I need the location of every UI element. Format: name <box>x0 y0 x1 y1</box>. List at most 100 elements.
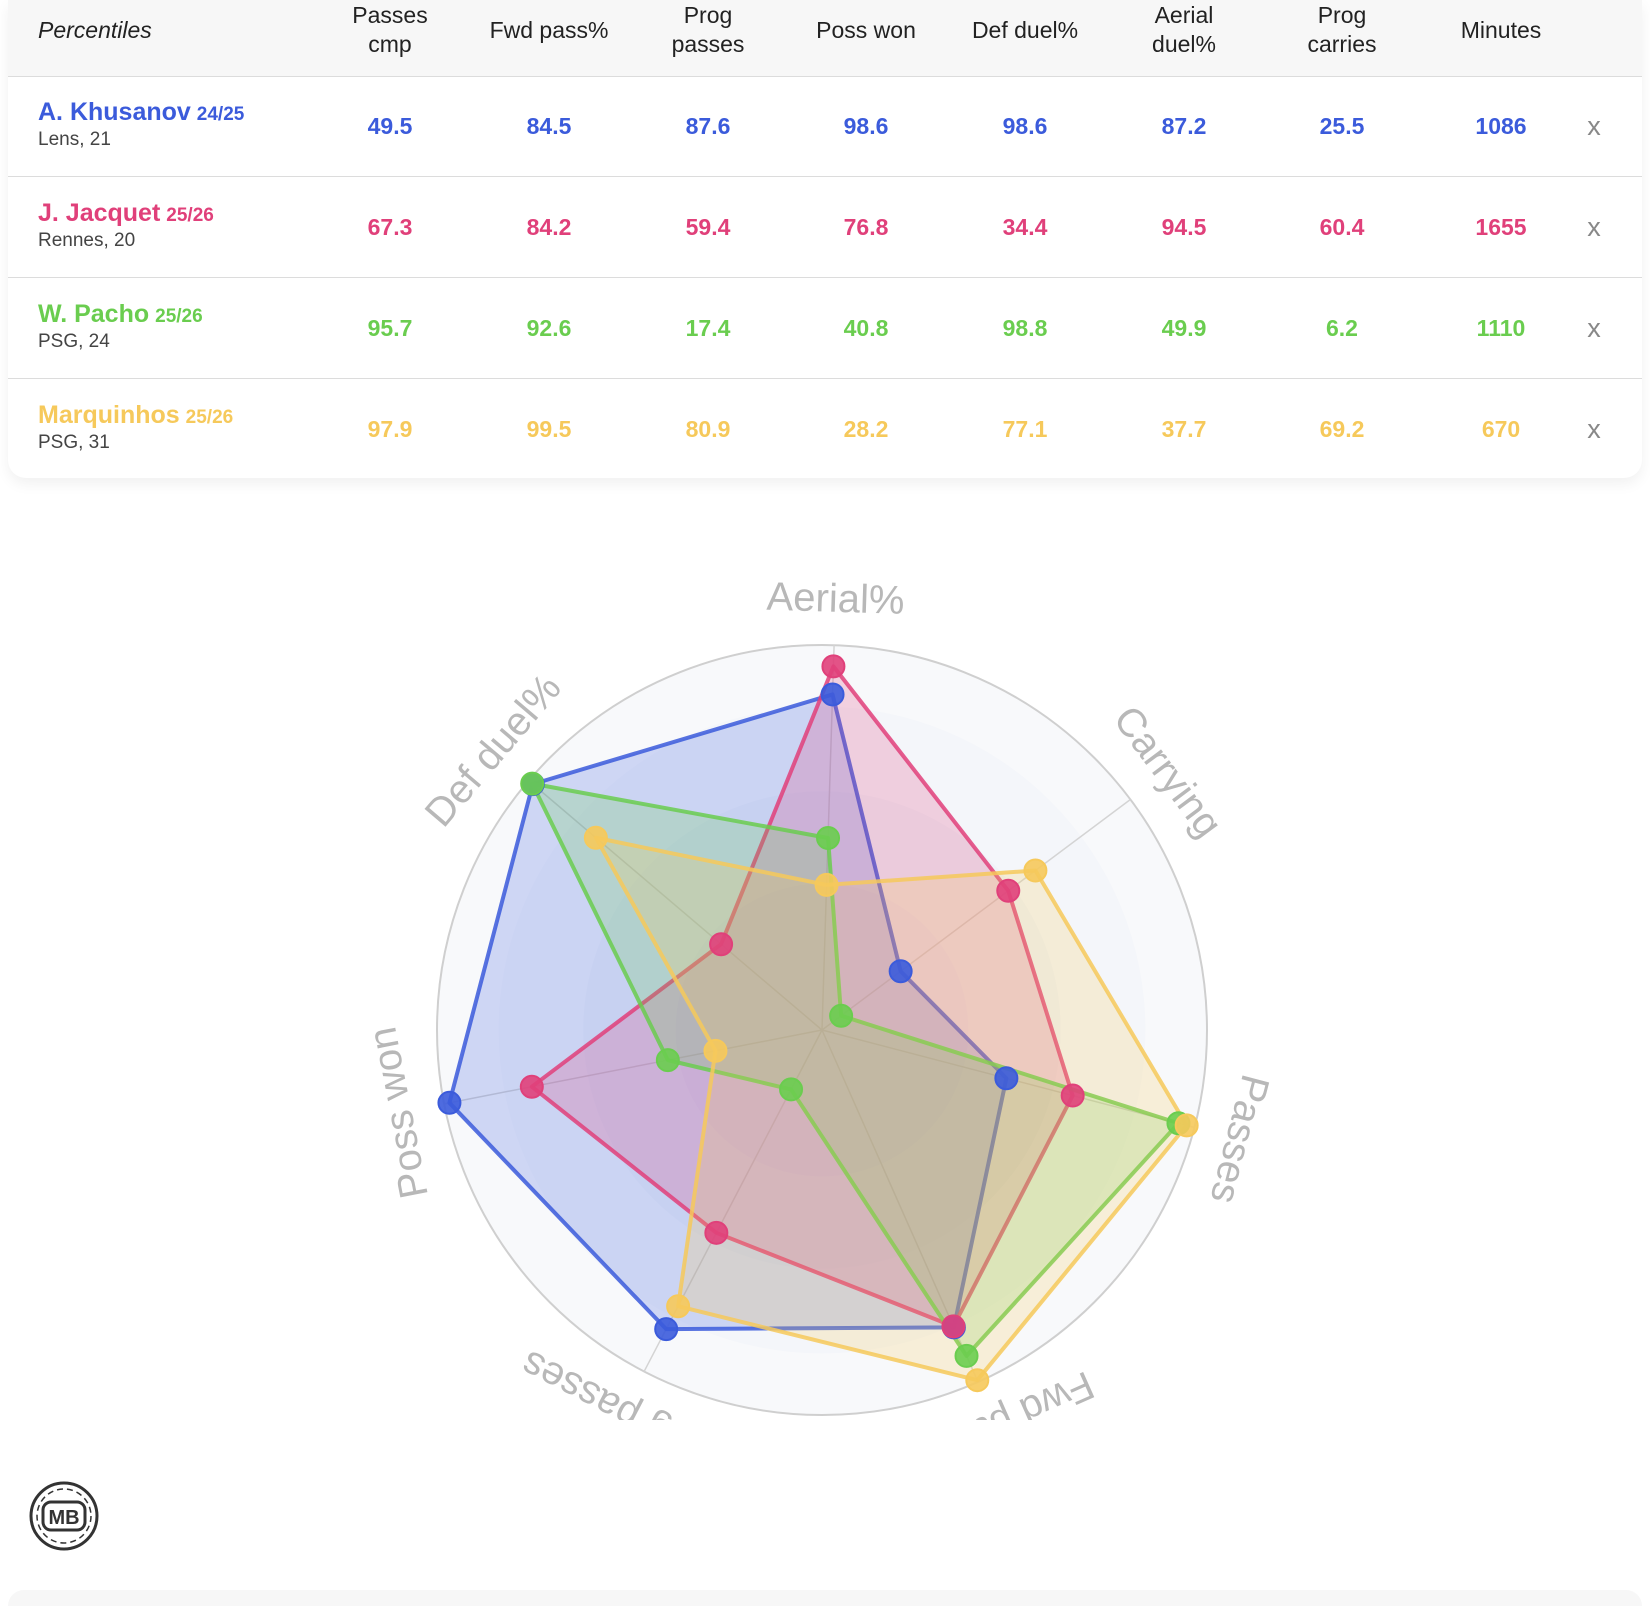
stat-value: 28.2 <box>843 415 889 442</box>
radar-point <box>520 771 545 796</box>
radar-spoke <box>528 780 823 1031</box>
remove-player-button[interactable]: x <box>1587 312 1601 343</box>
radar-point <box>655 1048 680 1073</box>
stat-value: 87.2 <box>1161 112 1207 139</box>
stat-value: 87.6 <box>685 112 731 139</box>
stat-value: 99.5 <box>526 415 572 442</box>
comparison-table: Percentiles Passes cmp Fwd pass% Prog pass… <box>8 0 1642 478</box>
column-header[interactable]: Fwd pass% <box>489 16 609 43</box>
radar-point <box>437 1090 462 1115</box>
player-name[interactable]: W. Pacho 25/26 <box>38 300 203 329</box>
column-header[interactable]: Prog passes <box>671 2 745 57</box>
player-row: J. Jacquet 25/26 Rennes, 20 67.3 84.2 59.4 76.… <box>8 177 1642 278</box>
radar-point <box>821 654 846 679</box>
radar-series-area <box>447 692 1009 1332</box>
stat-value: 98.6 <box>843 112 889 139</box>
column-header[interactable]: Passes cmp <box>352 2 428 57</box>
column-header[interactable]: Prog carries <box>1307 2 1377 57</box>
stat-value: 92.6 <box>526 314 572 341</box>
stat-value: 49.9 <box>1161 314 1207 341</box>
player-club: PSG, 31 <box>38 432 110 453</box>
player-club: Lens, 21 <box>38 129 111 150</box>
stat-value: 34.4 <box>1002 213 1048 240</box>
stat-value: 17.4 <box>685 314 731 341</box>
stat-value: 49.5 <box>367 112 413 139</box>
remove-player-button[interactable]: x <box>1587 413 1601 444</box>
stat-value: 69.2 <box>1319 415 1365 442</box>
radar-point <box>666 1294 691 1319</box>
stat-value: 6.2 <box>1326 314 1358 341</box>
player-name[interactable]: J. Jacquet 25/26 <box>38 199 214 228</box>
radar-chart: Aerial%CarryingPassesFwd pass%Prog passe… <box>360 575 1278 1420</box>
radar-point <box>814 872 839 897</box>
radar-axis-label: Passes <box>1202 1070 1278 1208</box>
stat-value: 67.3 <box>367 213 413 240</box>
column-header[interactable]: Poss won <box>816 16 916 43</box>
stat-value: 670 <box>1481 415 1521 442</box>
radar-axis-label: Aerial% <box>766 575 905 623</box>
radar-point <box>888 959 913 984</box>
stat-value: 1110 <box>1476 314 1526 341</box>
radar-point <box>1174 1113 1199 1138</box>
mb-logo: MB <box>29 1481 99 1551</box>
radar-point <box>1023 858 1048 883</box>
header-percentiles: Percentiles <box>38 16 152 43</box>
player-name[interactable]: A. Khusanov 24/25 <box>38 98 244 127</box>
player-row: Marquinhos 25/26 PSG, 31 97.9 99.5 80.9 28.2 77… <box>8 379 1642 479</box>
radar-point <box>703 1038 728 1063</box>
radar-point <box>820 682 845 707</box>
stat-value: 25.5 <box>1319 112 1365 139</box>
stat-value: 59.4 <box>685 213 731 240</box>
player-club: PSG, 24 <box>38 331 110 352</box>
bottom-panel <box>8 1590 1642 1606</box>
stat-value: 60.4 <box>1319 213 1365 240</box>
player-name-text: J. Jacquet <box>38 199 161 227</box>
svg-text:MB: MB <box>48 1507 79 1529</box>
radar-point <box>519 1074 544 1099</box>
stat-value: 76.8 <box>843 213 889 240</box>
stat-value: 80.9 <box>685 415 731 442</box>
column-header[interactable]: Def duel% <box>971 16 1079 43</box>
radar-series-area <box>530 781 1181 1358</box>
player-season: 25/26 <box>166 205 214 226</box>
stat-value: 98.8 <box>1002 314 1048 341</box>
radar-point <box>994 1066 1019 1091</box>
player-season: 25/26 <box>155 306 203 327</box>
stat-value: 95.7 <box>367 314 413 341</box>
table-header: Percentiles Passes cmp Fwd pass% Prog pass… <box>8 0 1642 77</box>
radar-axis-label: Poss won <box>360 1023 436 1202</box>
stat-value: 40.8 <box>843 314 889 341</box>
radar-point <box>954 1343 979 1368</box>
stat-value: 94.5 <box>1161 213 1207 240</box>
radar-series-area <box>593 835 1189 1383</box>
radar-spoke <box>821 798 1131 1031</box>
stat-value: 1655 <box>1475 213 1527 240</box>
player-season: 24/25 <box>196 104 245 125</box>
player-row: A. Khusanov 24/25 Lens, 21 49.5 84.5 87.6 98.6… <box>8 76 1642 177</box>
stat-value: 84.2 <box>526 213 572 240</box>
radar-point <box>654 1317 679 1342</box>
radar-series-area <box>529 664 1075 1329</box>
remove-player-button[interactable]: x <box>1587 211 1601 242</box>
player-name-text: A. Khusanov <box>38 98 191 126</box>
player-name[interactable]: Marquinhos 25/26 <box>38 401 233 430</box>
stat-value: 1086 <box>1475 112 1527 139</box>
stat-value: 37.7 <box>1161 415 1207 442</box>
radar-point <box>941 1314 966 1339</box>
stat-value: 98.6 <box>1002 112 1048 139</box>
radar-point <box>965 1368 990 1393</box>
player-name-text: Marquinhos <box>38 401 180 429</box>
radar-point <box>816 825 841 850</box>
radar-point <box>779 1077 804 1102</box>
radar-point <box>709 932 734 957</box>
stat-value: 84.5 <box>526 112 572 139</box>
column-header[interactable]: Aerial duel% <box>1152 2 1216 57</box>
player-name-text: W. Pacho <box>38 300 150 328</box>
stat-value: 77.1 <box>1002 415 1048 442</box>
column-header[interactable]: Minutes <box>1460 16 1542 43</box>
remove-player-button[interactable]: x <box>1587 110 1601 141</box>
radar-point <box>1060 1083 1085 1108</box>
radar-point <box>829 1003 854 1028</box>
radar-point <box>996 878 1021 903</box>
